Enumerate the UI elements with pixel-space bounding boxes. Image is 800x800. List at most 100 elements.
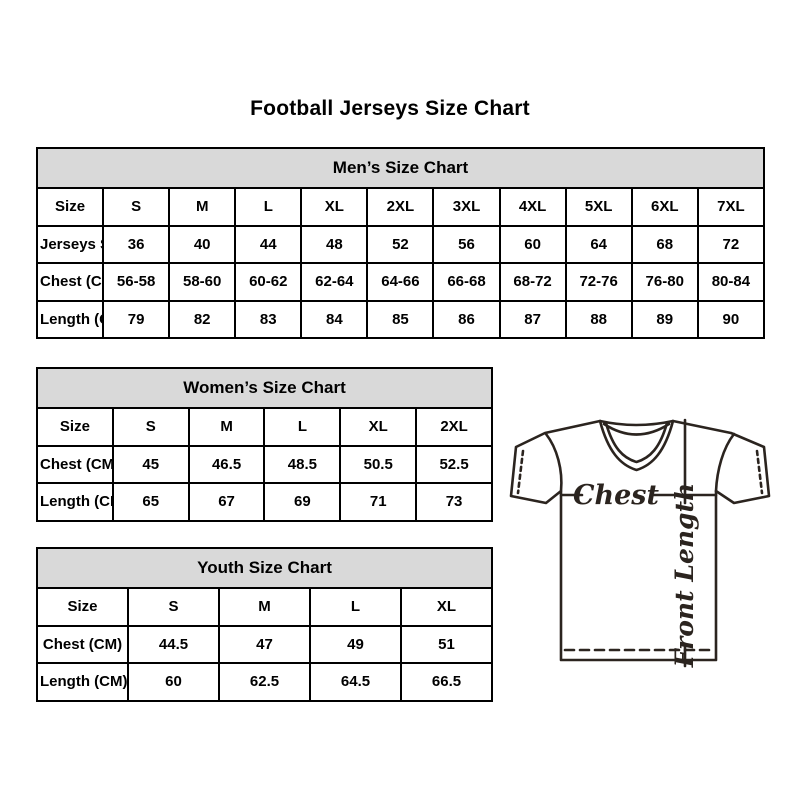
data-cell: 60 bbox=[127, 662, 220, 702]
jersey-outline-shape bbox=[509, 419, 771, 662]
jersey-measurement-diagram: Chest Front Length bbox=[509, 418, 771, 668]
data-cell: 56 bbox=[432, 224, 501, 264]
table-row: Chest (CM) 45 46.5 48.5 50.5 52.5 bbox=[36, 444, 493, 484]
womens-size-table: Women’s Size Chart Size S M L XL 2XL Chest (CM… bbox=[36, 367, 493, 522]
mens-table-title: Men’s Size Chart bbox=[36, 147, 765, 189]
collar-back-arc bbox=[602, 422, 671, 436]
data-cell: 84 bbox=[300, 299, 369, 339]
table-row: Size S M L XL 2XL 3XL 4XL 5XL 6XL 7XL bbox=[35, 187, 766, 227]
data-cell: XL bbox=[339, 407, 418, 447]
data-cell: 2XL bbox=[415, 407, 493, 447]
page-title: Football Jerseys Size Chart bbox=[250, 97, 530, 120]
table-header-row: Youth Size Chart bbox=[36, 547, 493, 589]
data-cell: 2XL bbox=[366, 187, 435, 227]
row-header-cell: Jerseys Size bbox=[35, 224, 105, 264]
data-cell: 79 bbox=[102, 299, 171, 339]
row-header-cell: Size bbox=[35, 187, 105, 227]
data-cell: 62.5 bbox=[218, 662, 311, 702]
data-cell: 60 bbox=[498, 224, 567, 264]
data-cell: 49 bbox=[309, 624, 402, 664]
data-cell: 7XL bbox=[696, 187, 766, 227]
data-cell: 52 bbox=[366, 224, 435, 264]
right-cuff-stitch-line bbox=[755, 449, 764, 495]
data-cell: L bbox=[263, 407, 342, 447]
data-cell: 76-80 bbox=[630, 262, 699, 302]
data-cell: 56-58 bbox=[102, 262, 171, 302]
data-cell: S bbox=[127, 587, 220, 627]
data-cell: 87 bbox=[498, 299, 567, 339]
data-cell: 48.5 bbox=[263, 444, 342, 484]
data-cell: S bbox=[111, 407, 190, 447]
data-cell: 72 bbox=[696, 224, 766, 264]
data-cell: 68 bbox=[630, 224, 699, 264]
data-cell: 44 bbox=[234, 224, 303, 264]
data-cell: 58-60 bbox=[168, 262, 237, 302]
data-cell: 48 bbox=[300, 224, 369, 264]
data-cell: XL bbox=[400, 587, 493, 627]
data-cell: 83 bbox=[234, 299, 303, 339]
row-header-cell: Length (CM) bbox=[35, 299, 105, 339]
row-header-cell: Length (CM) bbox=[36, 662, 129, 702]
table-row: Length (CM) 60 62.5 64.5 66.5 bbox=[36, 662, 493, 702]
data-cell: 66.5 bbox=[400, 662, 493, 702]
v-neck-outer-line bbox=[598, 419, 675, 472]
data-cell: 90 bbox=[696, 299, 766, 339]
data-cell: 65 bbox=[111, 482, 190, 522]
row-header-cell: Chest (CM) bbox=[36, 444, 114, 484]
chest-measure-label: Chest bbox=[573, 480, 659, 511]
data-cell: 40 bbox=[168, 224, 237, 264]
table-header-row: Women’s Size Chart bbox=[36, 367, 493, 409]
data-cell: 86 bbox=[432, 299, 501, 339]
youth-table-title: Youth Size Chart bbox=[36, 547, 493, 589]
data-cell: 85 bbox=[366, 299, 435, 339]
data-cell: M bbox=[218, 587, 311, 627]
row-header-cell: Length (CM) bbox=[36, 482, 114, 522]
data-cell: 6XL bbox=[630, 187, 699, 227]
table-header-row: Men’s Size Chart bbox=[36, 147, 765, 189]
row-header-cell: Size bbox=[36, 587, 129, 627]
row-header-cell: Size bbox=[36, 407, 114, 447]
data-cell: 50.5 bbox=[339, 444, 418, 484]
data-cell: 52.5 bbox=[415, 444, 493, 484]
data-cell: 66-68 bbox=[432, 262, 501, 302]
data-cell: 60-62 bbox=[234, 262, 303, 302]
data-cell: S bbox=[102, 187, 171, 227]
row-header-cell: Chest (CM) bbox=[35, 262, 105, 302]
right-armhole-seam bbox=[714, 432, 736, 493]
table-row: Chest (CM) 44.5 47 49 51 bbox=[36, 624, 493, 664]
front-length-measure-label: Front Length bbox=[670, 483, 699, 668]
data-cell: 36 bbox=[102, 224, 171, 264]
data-cell: 46.5 bbox=[187, 444, 266, 484]
table-row: Size S M L XL bbox=[36, 587, 493, 627]
data-cell: L bbox=[234, 187, 303, 227]
data-cell: M bbox=[187, 407, 266, 447]
mens-size-table: Men’s Size Chart Size S M L XL 2XL 3XL 4XL 5XL 6X… bbox=[35, 147, 766, 339]
data-cell: 80-84 bbox=[696, 262, 766, 302]
youth-size-table: Youth Size Chart Size S M L XL Chest (CM) 44.5… bbox=[36, 547, 493, 702]
womens-table-title: Women’s Size Chart bbox=[36, 367, 493, 409]
data-cell: 51 bbox=[400, 624, 493, 664]
data-cell: XL bbox=[300, 187, 369, 227]
data-cell: 82 bbox=[168, 299, 237, 339]
table-row: Chest (CM)56-5858-6060-6262-6464-6666-68… bbox=[35, 262, 766, 302]
data-cell: 4XL bbox=[498, 187, 567, 227]
table-row: Jerseys Size36404448525660646872 bbox=[35, 224, 766, 264]
data-cell: 73 bbox=[415, 482, 493, 522]
v-neck-inner-line bbox=[604, 421, 669, 464]
data-cell: 71 bbox=[339, 482, 418, 522]
data-cell: 64.5 bbox=[309, 662, 402, 702]
data-cell: 67 bbox=[187, 482, 266, 522]
data-cell: 44.5 bbox=[127, 624, 220, 664]
data-cell: L bbox=[309, 587, 402, 627]
data-cell: 64 bbox=[564, 224, 633, 264]
data-cell: 89 bbox=[630, 299, 699, 339]
data-cell: M bbox=[168, 187, 237, 227]
data-cell: 45 bbox=[111, 444, 190, 484]
data-cell: 62-64 bbox=[300, 262, 369, 302]
left-armhole-seam bbox=[544, 432, 563, 493]
data-cell: 69 bbox=[263, 482, 342, 522]
row-header-cell: Chest (CM) bbox=[36, 624, 129, 664]
